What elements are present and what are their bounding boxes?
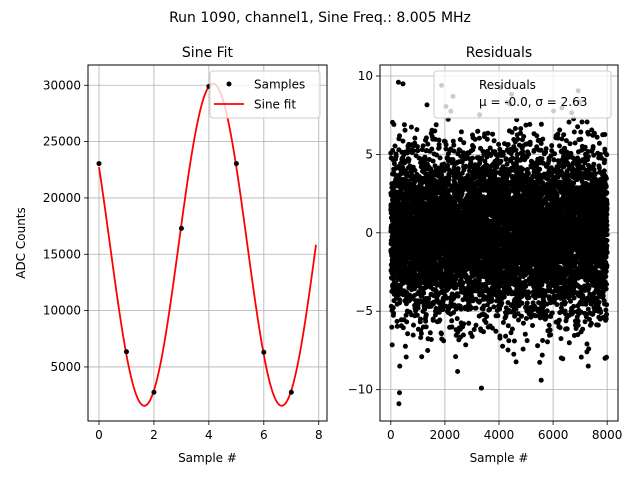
residuals-panel: Residuals 0 2000 4000 6000 8000 −10 −5 0 5 10 Sam…	[348, 45, 623, 465]
residual-outlier-point	[396, 390, 402, 396]
sine-fit-y-tick-label: 5000	[50, 360, 81, 374]
legend-samples-marker	[226, 81, 232, 87]
residual-outlier-point	[585, 363, 591, 369]
sample-point	[178, 225, 184, 231]
sine-fit-y-tick-label: 20000	[43, 191, 81, 205]
residuals-y-tick-label: 5	[365, 147, 373, 161]
sine-fit-x-tick-label: 8	[315, 428, 323, 442]
figure-suptitle: Run 1090, channel1, Sine Freq.: 8.005 MH…	[169, 10, 471, 26]
residuals-xlabel: Sample #	[470, 451, 529, 465]
residual-outlier-point	[478, 385, 484, 391]
sine-fit-x-tick-label: 4	[205, 428, 213, 442]
residual-outlier-point	[397, 363, 403, 369]
sample-point	[233, 161, 239, 167]
sine-fit-title: Sine Fit	[182, 45, 234, 61]
sine-fit-line	[98, 82, 317, 407]
sine-fit-x-tick-label: 2	[150, 428, 158, 442]
residuals-legend-stats: μ = -0.0, σ = 2.63	[479, 95, 587, 109]
residual-outlier-point	[395, 79, 401, 85]
residuals-x-tick-label: 8000	[592, 428, 623, 442]
residual-points	[388, 82, 610, 383]
sine-fit-axes-frame	[87, 64, 328, 422]
residuals-y-tick-label: 0	[365, 226, 373, 240]
sine-fit-ticks: 0 2 4 6 8 5000 10000 15000 20000 25000 30000	[43, 78, 323, 442]
sine-fit-plot-area	[96, 82, 317, 407]
sine-fit-panel: Sine Fit 0 2 4 6 8 5000 10000 15000 20000 25000 30…	[14, 45, 328, 465]
sine-fit-x-tick-label: 0	[95, 428, 103, 442]
sine-fit-y-tick-label: 25000	[43, 135, 81, 149]
residuals-y-tick-label: −5	[355, 304, 373, 318]
legend-samples-label: Samples	[254, 78, 305, 92]
sine-fit-legend: Samples Sine fit	[209, 70, 321, 119]
residual-outlier-point	[400, 81, 406, 87]
residual-outlier-point	[396, 401, 402, 407]
residuals-legend: Residuals μ = -0.0, σ = 2.63	[433, 70, 612, 119]
sample-point	[151, 389, 157, 395]
residuals-y-tick-label: 10	[358, 69, 373, 83]
residuals-x-tick-label: 4000	[484, 428, 515, 442]
residual-outlier-point	[539, 352, 545, 358]
sine-fit-y-tick-label: 15000	[43, 247, 81, 261]
sine-fit-x-tick-label: 6	[260, 428, 268, 442]
sample-point	[288, 389, 294, 395]
residuals-plot-area	[388, 79, 610, 407]
sine-fit-y-tick-label: 30000	[43, 78, 81, 92]
sample-point	[261, 349, 267, 355]
legend-sine-fit-label: Sine fit	[254, 98, 296, 112]
residuals-legend-label: Residuals	[479, 78, 536, 92]
sine-fit-xlabel: Sample #	[178, 451, 237, 465]
residuals-title: Residuals	[466, 45, 532, 61]
residuals-x-tick-label: 6000	[538, 428, 569, 442]
residuals-ticks: 0 2000 4000 6000 8000 −10 −5 0 5 10	[348, 69, 623, 442]
sample-point	[123, 349, 129, 355]
sine-fit-ylabel: ADC Counts	[14, 207, 28, 279]
sample-point	[96, 161, 102, 167]
residuals-legend-box	[433, 70, 612, 119]
residuals-x-tick-label: 0	[387, 428, 395, 442]
sine-fit-grid	[88, 65, 327, 421]
sine-fit-legend-box	[209, 70, 321, 119]
residuals-y-tick-label: −10	[348, 383, 373, 397]
residuals-x-tick-label: 2000	[430, 428, 461, 442]
sine-fit-y-tick-label: 10000	[43, 304, 81, 318]
